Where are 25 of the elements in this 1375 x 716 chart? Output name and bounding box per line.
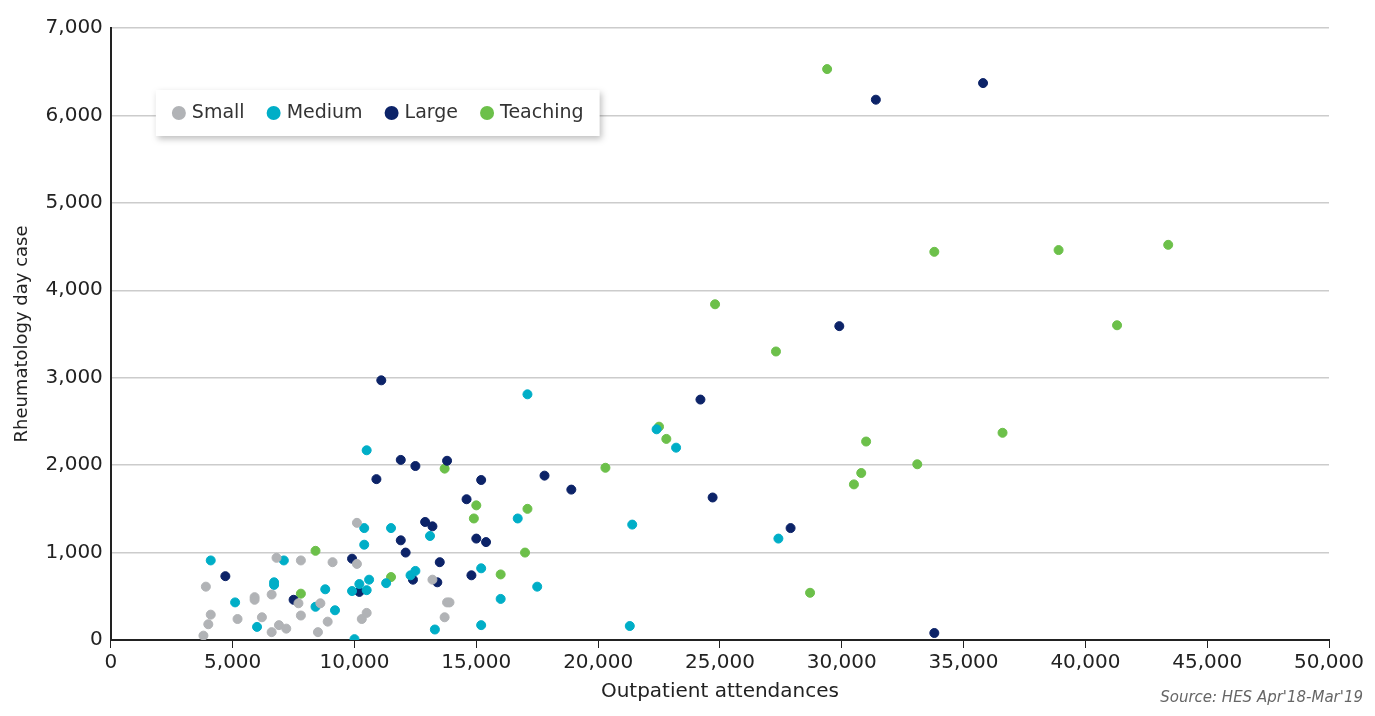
x-tick-label: 25,000 (684, 649, 755, 674)
y-tick-label: 7,000 (45, 14, 103, 39)
legend-label: Teaching (499, 99, 584, 122)
y-tick-label: 6,000 (45, 101, 103, 126)
x-tick-label: 20,000 (563, 649, 634, 674)
x-axis-title: Outpatient attendances (600, 678, 839, 703)
legend-label: Small (191, 99, 245, 122)
x-tick-label: 50,000 (1294, 649, 1364, 674)
x-tick-label: 15,000 (441, 649, 512, 674)
source-note: Source: HES Apr'18-Mar'19 (1160, 688, 1363, 707)
y-axis-title: Rheumatology day case (10, 225, 32, 443)
x-tick-label: 35,000 (928, 649, 999, 674)
x-tick-label: 45,000 (1172, 649, 1243, 674)
x-tick-label: 5,000 (204, 649, 262, 674)
y-tick-label: 5,000 (45, 189, 103, 214)
y-tick-label: 0 (90, 626, 103, 651)
y-tick-label: 2,000 (45, 451, 103, 476)
x-tick-label: 40,000 (1050, 649, 1121, 674)
legend-label: Large (404, 99, 459, 122)
x-tick-label: 10,000 (319, 649, 390, 674)
y-tick-label: 3,000 (45, 363, 103, 388)
legend-label: Medium (286, 99, 363, 122)
x-tick-label: 30,000 (806, 649, 877, 674)
y-tick-label: 1,000 (45, 538, 103, 563)
y-tick-label: 4,000 (45, 276, 103, 301)
